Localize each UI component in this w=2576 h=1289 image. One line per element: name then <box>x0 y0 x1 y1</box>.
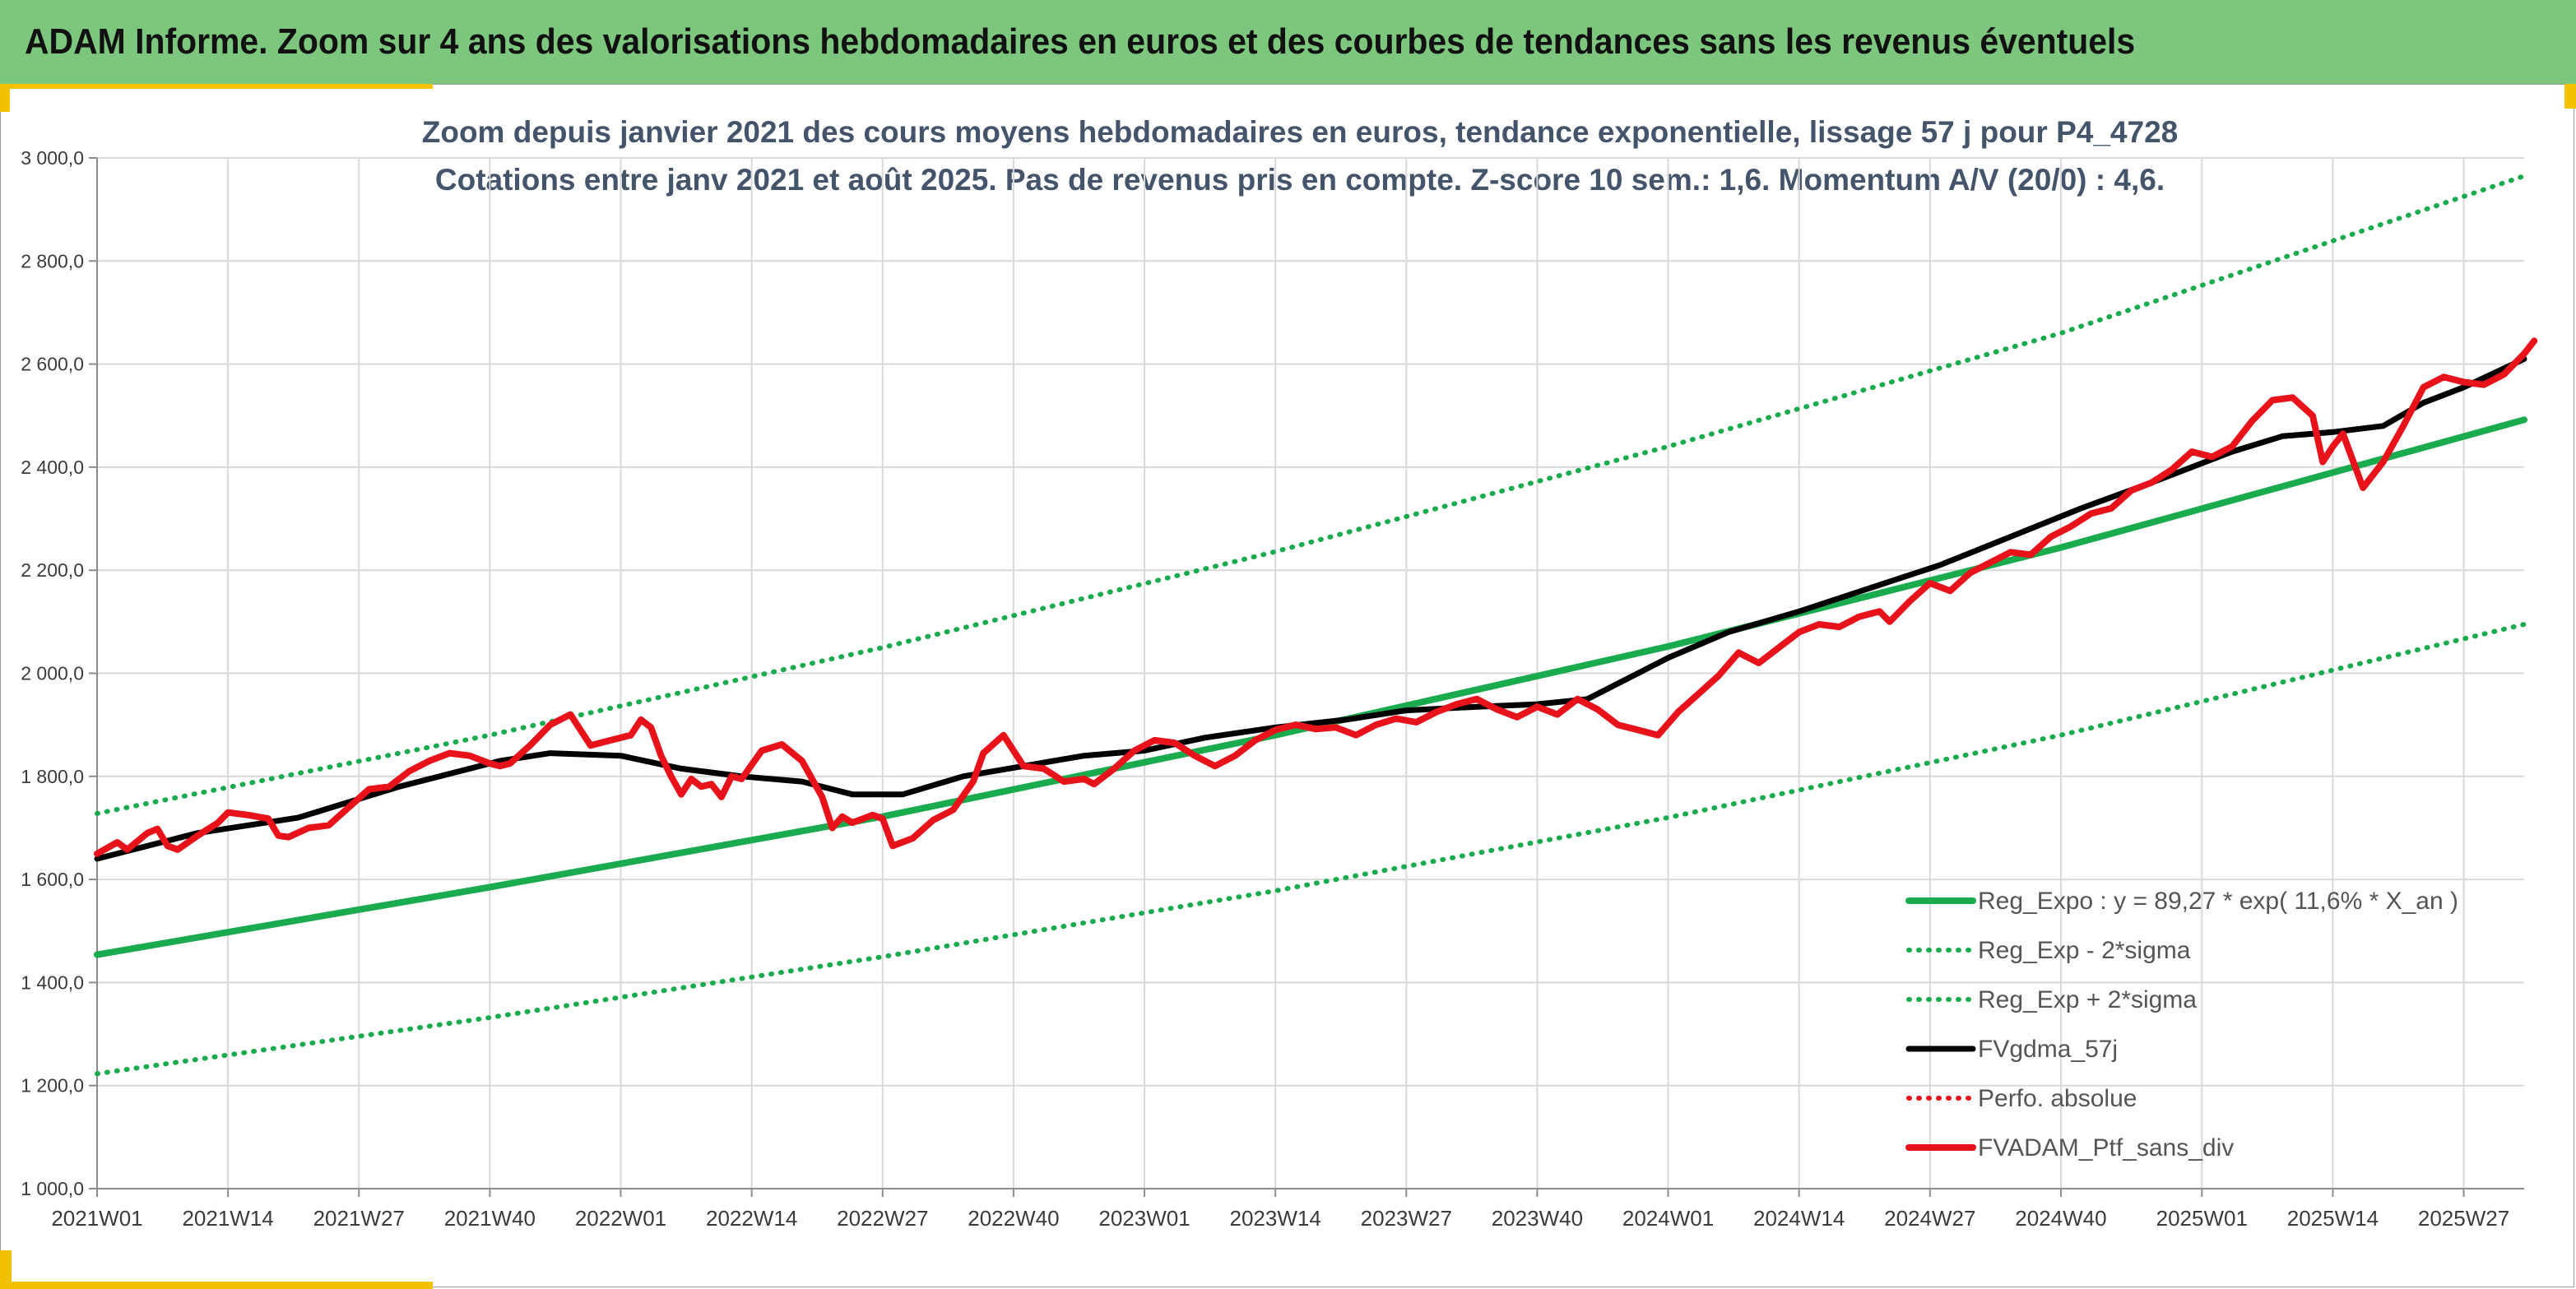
chart-frame <box>0 84 2574 1287</box>
x-tick-label: 2021W40 <box>444 1206 536 1231</box>
reg-expo-line <box>94 416 2527 958</box>
accent-bar-right <box>2564 84 2576 109</box>
legend-label: Reg_Expo : y = 89,27 * exp( 11,6% * X_an… <box>1978 888 2458 915</box>
page-title: ADAM Informe. Zoom sur 4 ans des valoris… <box>25 21 2136 62</box>
series-group <box>94 173 2538 1077</box>
portfolio-line <box>94 337 2538 857</box>
y-tick-label: 1 000,0 <box>21 1178 84 1199</box>
legend-label: FVADAM_Ptf_sans_div <box>1978 1134 2234 1161</box>
legend-label: Reg_Exp - 2*sigma <box>1978 937 2191 964</box>
legend-label: Perfo. absolue <box>1978 1085 2137 1112</box>
fvgdma-57j-line <box>94 355 2527 862</box>
reg-exp-minus-2sigma-line <box>95 622 2527 1077</box>
accent-bar-left <box>0 84 10 112</box>
x-tick-label: 2024W40 <box>2015 1206 2106 1231</box>
x-tick-label: 2022W14 <box>706 1206 797 1231</box>
y-tick-label: 1 800,0 <box>21 766 84 787</box>
chart-subtitle: Cotations entre janv 2021 et août 2025. … <box>435 163 2165 197</box>
x-tick-label: 2025W14 <box>2287 1206 2379 1231</box>
x-tick-label: 2021W27 <box>313 1206 405 1231</box>
legend: Reg_Expo : y = 89,27 * exp( 11,6% * X_an… <box>1905 888 2458 1161</box>
x-tick-label: 2025W01 <box>2156 1206 2248 1231</box>
x-tick-label: 2022W27 <box>837 1206 928 1231</box>
y-tick-label: 2 400,0 <box>21 457 84 478</box>
y-tick-label: 3 000,0 <box>21 147 84 169</box>
x-tick-label: 2023W27 <box>1361 1206 1452 1231</box>
x-tick-label: 2022W01 <box>575 1206 666 1231</box>
x-tick-label: 2024W01 <box>1622 1206 1714 1231</box>
x-tick-label: 2023W40 <box>1492 1206 1583 1231</box>
x-tick-label: 2022W40 <box>968 1206 1059 1231</box>
y-tick-label: 1 200,0 <box>21 1075 84 1097</box>
x-tick-label: 2021W01 <box>51 1206 142 1231</box>
y-tick-label: 2 800,0 <box>21 250 84 271</box>
grid-lines <box>96 157 2524 1189</box>
y-tick-label: 1 400,0 <box>21 971 84 993</box>
chart-title: Zoom depuis janvier 2021 des cours moyen… <box>422 115 2178 149</box>
x-tick-label: 2024W27 <box>1884 1206 1975 1231</box>
x-tick-label: 2023W01 <box>1098 1206 1190 1231</box>
y-tick-label: 2 000,0 <box>21 663 84 684</box>
header-banner: ADAM Informe. Zoom sur 4 ans des valoris… <box>0 0 2576 84</box>
x-tick-label: 2024W14 <box>1753 1206 1845 1231</box>
accent-bar-bottom <box>0 1282 433 1289</box>
legend-label: Reg_Exp + 2*sigma <box>1978 986 2197 1013</box>
x-tick-label: 2025W27 <box>2418 1206 2509 1231</box>
axes: 1 000,0 1 200,0 1 400,0 1 600,0 1 800,0 2 000… <box>21 147 2524 1231</box>
accent-bar-top <box>0 84 433 89</box>
y-tick-label: 2 200,0 <box>21 559 84 581</box>
legend-label: FVgdma_57j <box>1978 1036 2118 1063</box>
x-tick-label: 2021W14 <box>182 1206 273 1231</box>
reg-exp-plus-2sigma-line <box>95 173 2527 816</box>
x-tick-label: 2023W14 <box>1230 1206 1321 1231</box>
accent-bar-bottom-left <box>0 1250 12 1283</box>
y-tick-label: 1 600,0 <box>21 869 84 890</box>
y-tick-label: 2 600,0 <box>21 354 84 375</box>
